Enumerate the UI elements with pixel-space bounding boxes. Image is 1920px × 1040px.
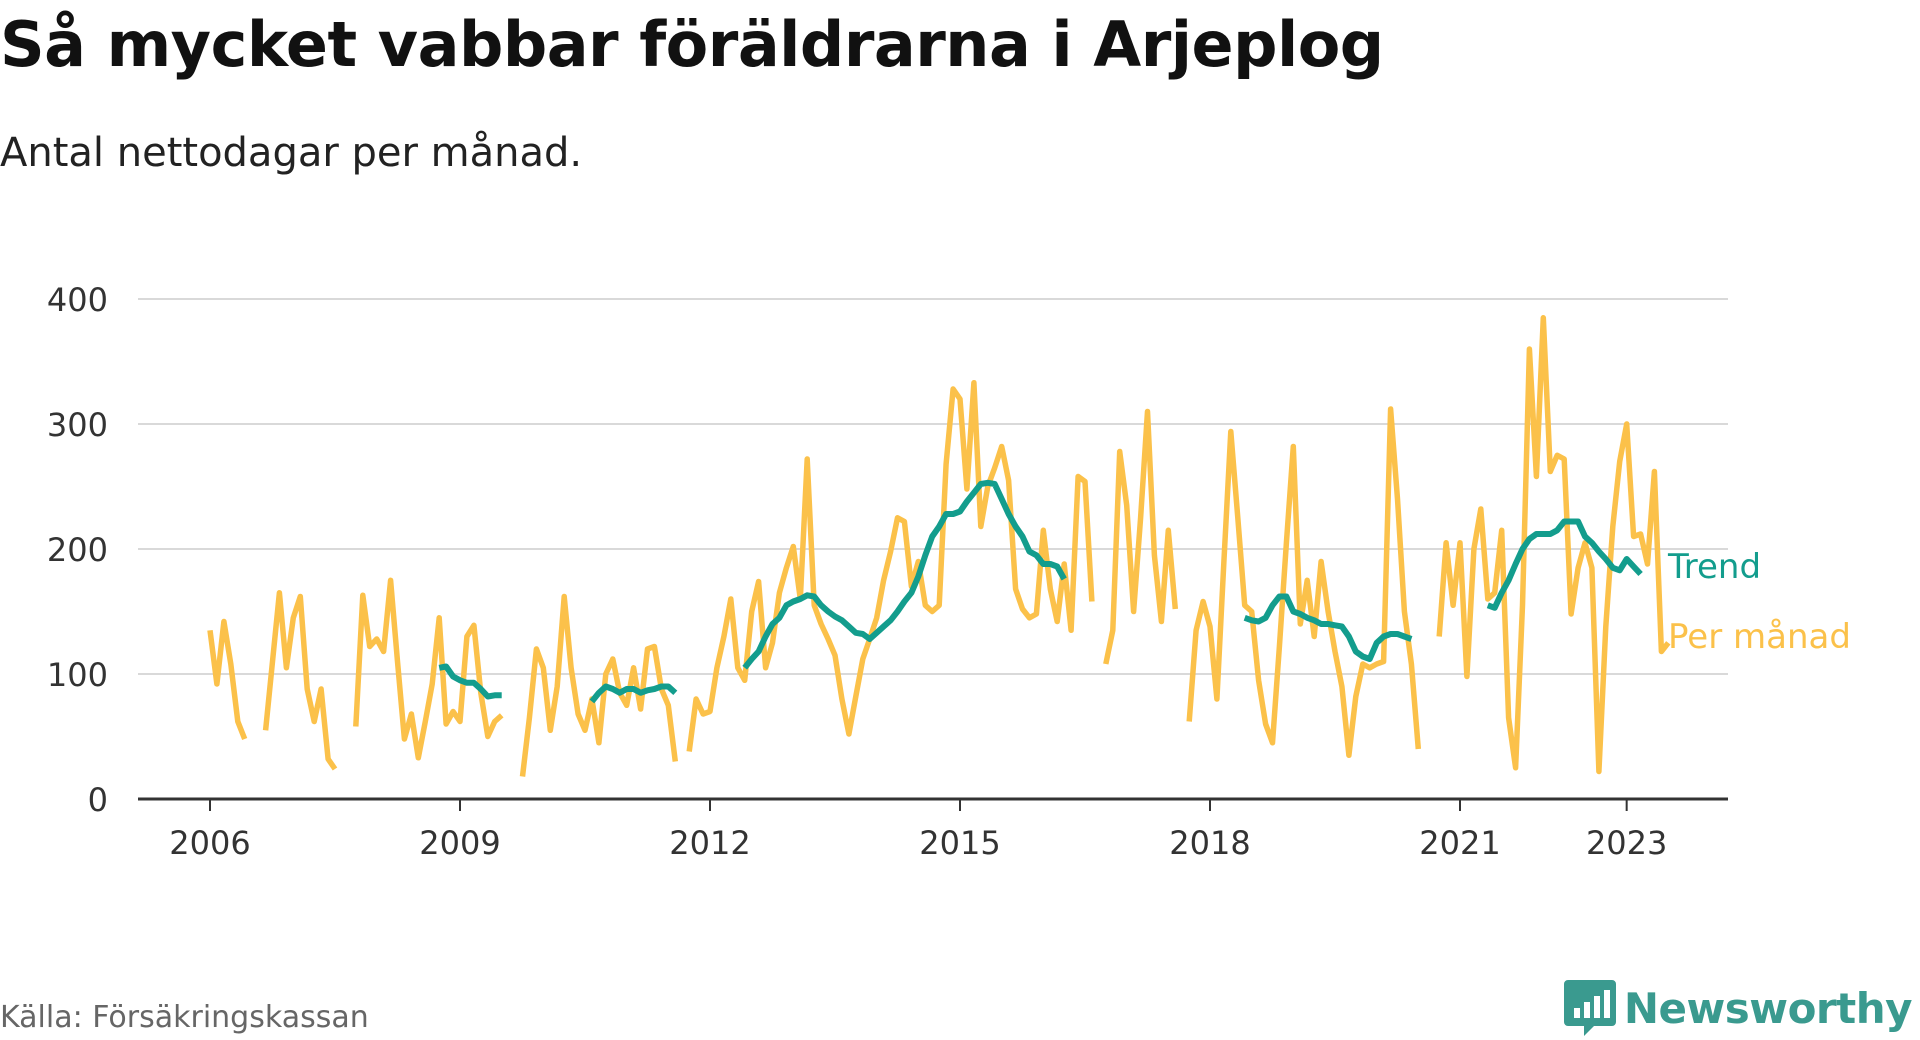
brand-name: Newsworthy [1623,983,1913,1033]
x-tick-label: 2006 [169,824,250,862]
brand-logo: Newsworthy [1563,978,1913,1038]
x-tick-label: 2023 [1586,824,1667,862]
series-line-trend [1243,593,1413,662]
y-tick-label: 300 [47,406,108,444]
y-tick-label: 0 [88,781,108,819]
series-line-per-manad [207,618,248,741]
x-tick-label: 2021 [1419,824,1500,862]
series-line-per-manad [353,577,504,761]
series-line-per-manad [686,380,1095,752]
series-line-per-manad [1436,315,1671,775]
series-line-per-manad [519,593,679,777]
series-line-trend [1486,518,1643,611]
series-line-trend [742,479,1067,670]
series-label: Per månad [1668,617,1851,657]
series-line-per-manad [1103,408,1179,665]
chart-title: Så mycket vabbar föräldrarna i Arjeplog [0,8,1384,81]
x-tick-label: 2015 [919,824,1000,862]
series-label: Trend [1667,547,1761,587]
x-tick-label: 2018 [1169,824,1250,862]
series-line-trend [438,663,502,700]
series-line-per-manad [262,590,338,771]
series-line-per-manad [1186,406,1422,759]
chart-subtitle: Antal nettodagar per månad. [0,130,583,176]
y-tick-label: 100 [47,656,108,694]
y-tick-label: 400 [47,281,108,319]
x-tick-label: 2009 [419,824,500,862]
bar-chart-logo-icon [1563,980,1616,1036]
y-tick-label: 200 [47,531,108,569]
x-tick-label: 2012 [669,824,750,862]
series-line-trend [589,683,678,704]
source-note: Källa: Försäkringskassan [0,1000,369,1035]
